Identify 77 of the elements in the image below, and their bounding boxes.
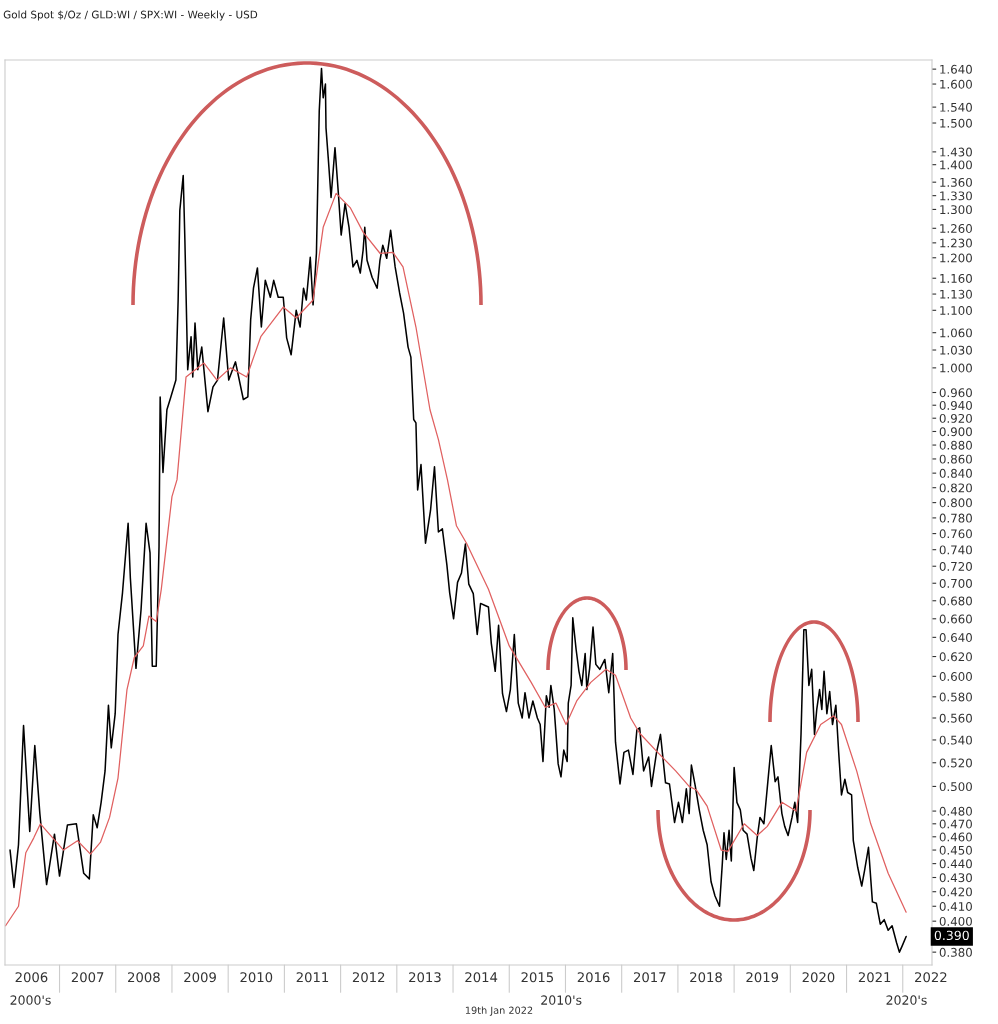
y-tick-label: 0.800: [939, 498, 972, 508]
x-tick-label: 2016: [577, 972, 610, 983]
y-tick-label: 1.540: [940, 102, 972, 112]
line-series: [9, 67, 907, 953]
y-tick-label: 1.500: [940, 118, 972, 128]
y-tick-label: 1.600: [940, 79, 972, 89]
y-tick-label: 0.720: [939, 561, 972, 571]
y-tick-label: 0.680: [939, 596, 972, 606]
y-tick-label: 0.880: [939, 440, 972, 450]
y-tick-label: 1.230: [940, 238, 972, 248]
x-tick-label: 2011: [296, 972, 329, 983]
y-tick-label: 1.160: [940, 273, 972, 283]
y-tick-label: 0.420: [939, 887, 972, 897]
x-tick-label: 2007: [71, 972, 104, 983]
x-tick-label: 2013: [409, 972, 441, 983]
chart-title: Gold Spot $/Oz / GLD:WI / SPX:WI - Weekly - USD: [3, 10, 258, 21]
y-tick-label: 0.620: [939, 652, 972, 662]
y-tick-label: 0.960: [939, 388, 972, 398]
y-tick-label: 0.450: [939, 845, 972, 855]
y-tick-label: 1.130: [940, 289, 972, 299]
y-tick-label: 0.520: [939, 758, 972, 768]
y-tick-label: 0.940: [939, 400, 972, 410]
x-tick-label: 2019: [746, 972, 779, 983]
y-tick-label: 0.780: [939, 513, 972, 523]
y-tick-label: 0.410: [939, 901, 972, 911]
y-tick-label: 0.430: [939, 873, 972, 883]
y-tick-label: 0.540: [939, 735, 972, 745]
x-tick-label: 2012: [352, 972, 385, 983]
y-tick-label: 0.500: [939, 782, 972, 792]
y-tick-label: 0.820: [939, 483, 972, 493]
y-tick-label: 1.360: [940, 177, 972, 187]
x-tick-label: 2009: [184, 972, 216, 983]
y-tick-label: 1.430: [940, 147, 972, 157]
annotation: 0.390: [934, 930, 969, 941]
y-tick-label: 0.460: [939, 832, 972, 842]
text: 2010's: [541, 995, 582, 1005]
y-tick-label: 0.920: [939, 413, 972, 423]
text: 19th Jan 2022: [465, 1006, 533, 1016]
x-tick-label: 2022: [915, 972, 947, 983]
y-tick-label: 0.400: [939, 916, 972, 926]
y-tick-label: 0.480: [939, 806, 972, 816]
x-tick-label: 2010: [240, 972, 273, 983]
y-tick-label: 0.860: [939, 454, 972, 464]
y-tick-label: 0.580: [939, 692, 972, 702]
y-tick-label: 1.300: [940, 205, 972, 215]
x-tick-label: 2018: [690, 972, 722, 983]
y-tick-label: 0.380: [939, 947, 972, 957]
y-tick-label: 0.600: [939, 672, 972, 681]
y-tick-label: 1.200: [940, 253, 972, 263]
y-tick-label: 0.660: [939, 614, 972, 624]
x-tick-label: 2021: [858, 972, 891, 983]
x-tick-label: 2008: [128, 972, 160, 983]
text: 2020's: [886, 995, 927, 1005]
y-tick-label: 1.100: [940, 306, 972, 315]
y-tick-label: 0.640: [939, 633, 972, 643]
y-tick-label: 0.740: [939, 545, 972, 555]
x-tick-label: 2020: [802, 972, 835, 983]
y-tick-label: 0.760: [939, 529, 972, 539]
x-tick-label: 2015: [521, 972, 553, 983]
y-tick-label: 1.000: [940, 363, 972, 373]
y-tick-label: 1.640: [940, 64, 972, 74]
y-tick-label: 0.700: [939, 578, 972, 588]
y-tick-label: 0.900: [939, 427, 972, 437]
x-tick-label: 2014: [465, 972, 498, 983]
y-tick-label: 0.440: [939, 859, 972, 869]
y-tick-label: 1.330: [940, 191, 972, 201]
y-tick-label: 0.470: [939, 819, 972, 829]
y-tick-label: 0.840: [939, 468, 972, 478]
x-tick-label: 2006: [15, 972, 48, 983]
x-tick-label: 2017: [633, 972, 666, 983]
y-tick-label: 1.400: [940, 160, 972, 170]
text: 2000's: [10, 995, 51, 1005]
y-tick-label: 0.560: [939, 713, 972, 723]
y-tick-label: 1.030: [940, 345, 972, 355]
y-tick-label: 1.260: [940, 224, 972, 233]
y-tick-label: 1.060: [940, 328, 972, 338]
line-series: [5, 192, 907, 927]
